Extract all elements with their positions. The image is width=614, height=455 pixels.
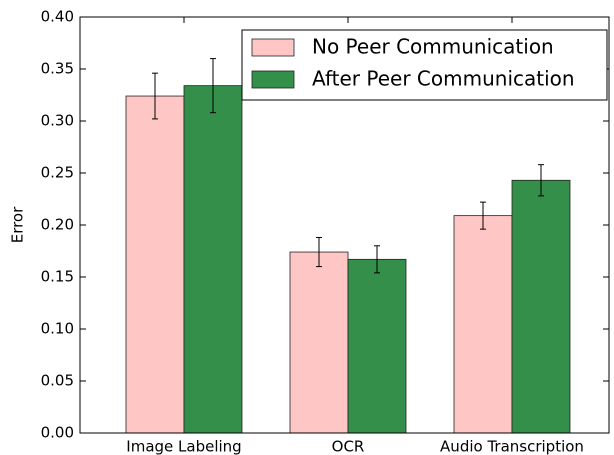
y-tick-label: 0.10 bbox=[41, 320, 74, 338]
y-tick-label: 0.05 bbox=[41, 372, 74, 390]
bar bbox=[125, 95, 185, 434]
legend-swatch bbox=[251, 70, 295, 89]
legend-swatch bbox=[251, 38, 295, 57]
legend-box bbox=[241, 29, 608, 101]
y-tick-label: 0.25 bbox=[41, 164, 74, 182]
y-axis-label: Error bbox=[9, 206, 27, 243]
y-tick-label: 0.30 bbox=[41, 112, 74, 130]
bar bbox=[183, 85, 243, 434]
bar bbox=[511, 179, 571, 434]
x-tick-label: Audio Transcription bbox=[440, 438, 584, 455]
bar bbox=[453, 215, 513, 434]
y-tick-label: 0.35 bbox=[41, 60, 74, 78]
plot-frame bbox=[79, 16, 610, 434]
y-tick-label: 0.00 bbox=[41, 424, 74, 442]
legend-label: After Peer Communication bbox=[312, 67, 575, 91]
x-tick-label: Image Labeling bbox=[126, 438, 241, 455]
bar bbox=[347, 258, 407, 434]
x-tick-label: OCR bbox=[332, 438, 365, 455]
bar bbox=[289, 251, 349, 434]
legend-label: No Peer Communication bbox=[312, 35, 554, 59]
y-tick-label: 0.20 bbox=[41, 216, 74, 234]
y-tick-label: 0.40 bbox=[41, 8, 74, 26]
y-tick-label: 0.15 bbox=[41, 268, 74, 286]
